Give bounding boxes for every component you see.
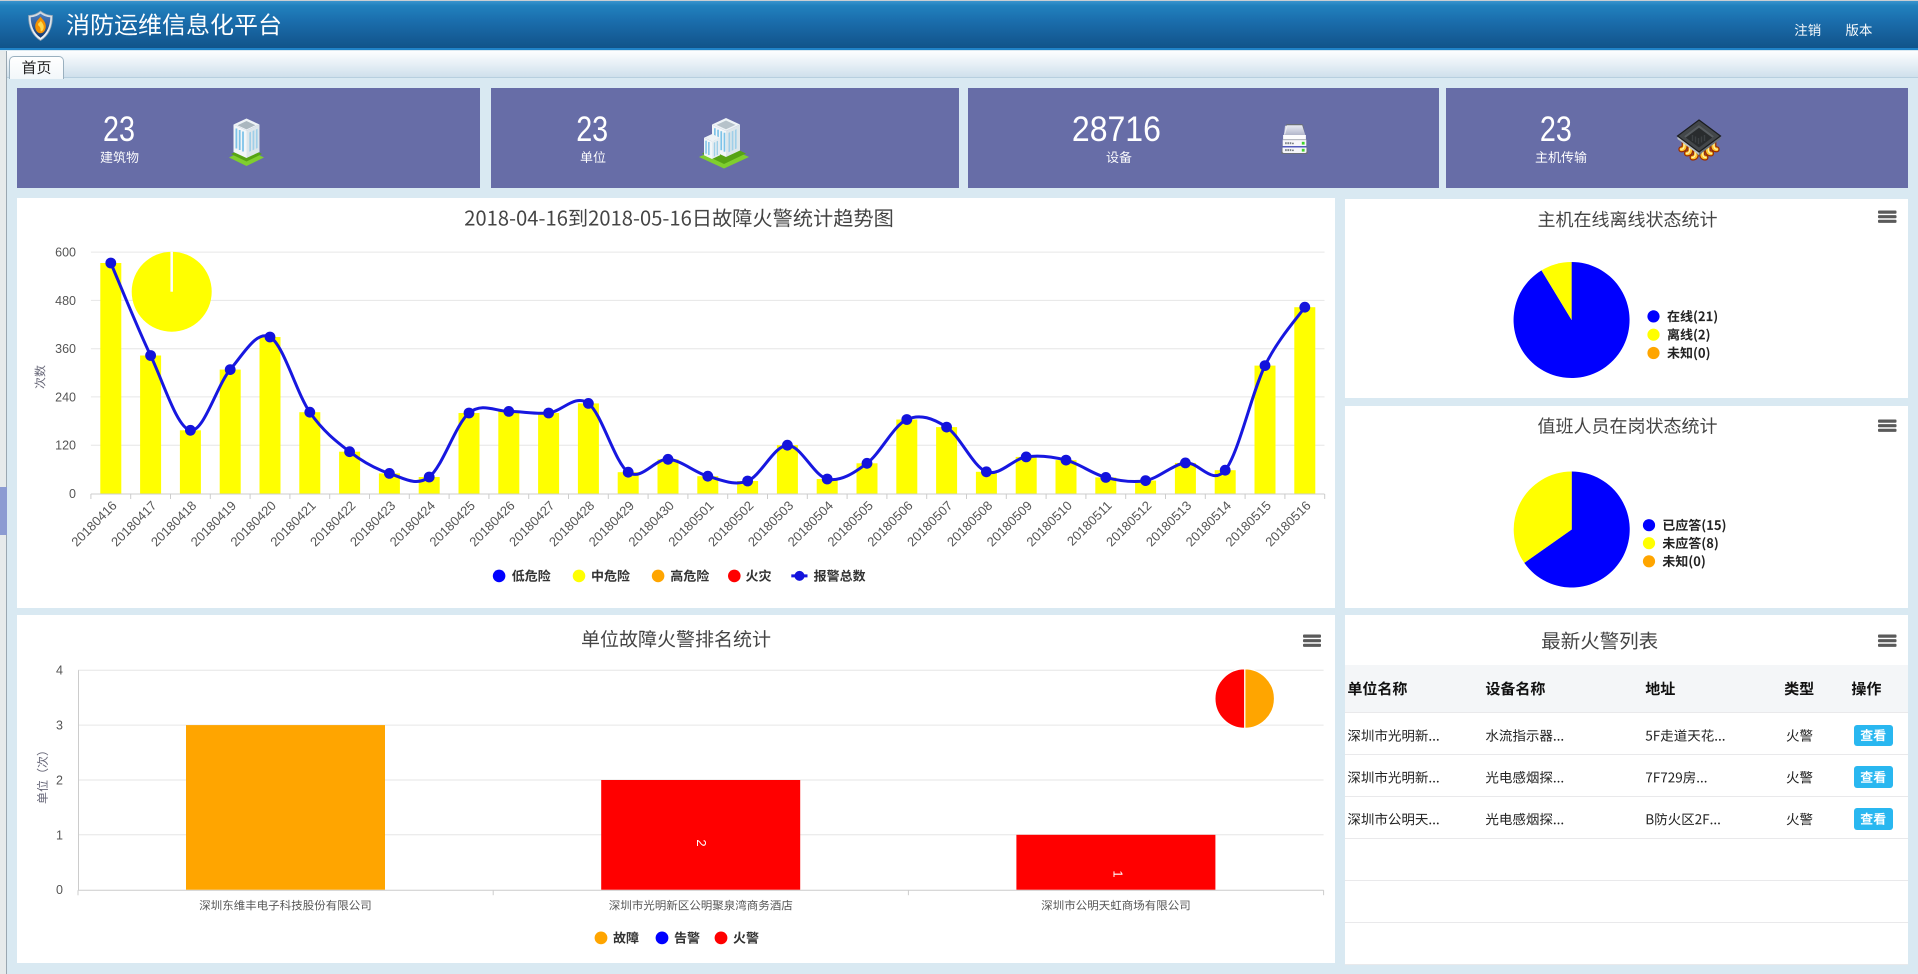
svg-text:4: 4 — [56, 664, 63, 678]
svg-text:240: 240 — [55, 390, 76, 404]
svg-text:600: 600 — [55, 246, 76, 260]
svg-text:1: 1 — [1110, 870, 1125, 877]
svg-text:23: 23 — [103, 110, 135, 149]
svg-text:480: 480 — [55, 294, 76, 308]
svg-text:28716: 28716 — [1072, 110, 1161, 149]
svg-text:0: 0 — [56, 883, 63, 897]
svg-text:1: 1 — [56, 828, 63, 842]
svg-text:2: 2 — [694, 839, 709, 846]
svg-text:2: 2 — [56, 774, 63, 788]
svg-text:23: 23 — [1540, 110, 1572, 149]
svg-text:120: 120 — [55, 439, 76, 453]
svg-text:360: 360 — [55, 342, 76, 356]
svg-text:3: 3 — [56, 719, 63, 733]
svg-text:23: 23 — [576, 110, 608, 149]
svg-text:0: 0 — [69, 487, 76, 501]
